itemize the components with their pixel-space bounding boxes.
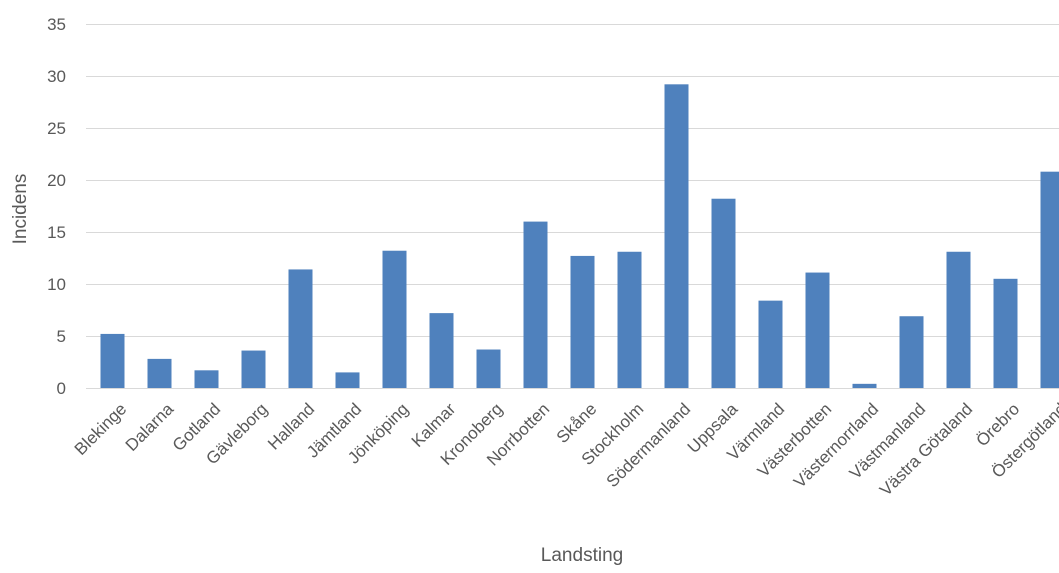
bar [382, 250, 407, 388]
bar [617, 251, 642, 388]
bar [429, 313, 454, 388]
y-tick-label: 20 [47, 171, 66, 190]
bar [241, 350, 266, 388]
y-axis-tick-labels: 0 5 10 15 20 25 30 35 [47, 15, 66, 398]
bar [852, 383, 877, 388]
bar [946, 251, 971, 388]
y-tick-label: 35 [47, 15, 66, 34]
bar [147, 358, 172, 388]
y-axis-title: Incidens [10, 174, 31, 245]
bar [805, 272, 830, 388]
bar [664, 84, 689, 388]
bar [758, 300, 783, 388]
y-tick-label: 15 [47, 223, 66, 242]
bar [288, 269, 313, 388]
y-tick-label: 10 [47, 275, 66, 294]
bar [993, 278, 1018, 388]
bar [523, 221, 548, 388]
x-tick-label: Blekinge [71, 399, 131, 459]
y-tick-label: 30 [47, 67, 66, 86]
y-tick-label: 0 [57, 379, 66, 398]
bar [194, 370, 219, 388]
bar [1040, 171, 1059, 388]
y-tick-label: 5 [57, 327, 66, 346]
x-axis-tick-labels: BlekingeDalarnaGotlandGävleborgHallandJä… [71, 399, 1059, 500]
bar [711, 198, 736, 388]
bars [100, 84, 1059, 388]
y-tick-label: 25 [47, 119, 66, 138]
x-tick-label: Södermanland [603, 399, 695, 491]
bar [476, 349, 501, 388]
bar [335, 372, 360, 388]
bar [899, 316, 924, 388]
x-tick-label: Dalarna [122, 399, 178, 455]
x-axis-title: Landsting [541, 545, 623, 566]
bar [100, 333, 125, 388]
bar [570, 255, 595, 388]
